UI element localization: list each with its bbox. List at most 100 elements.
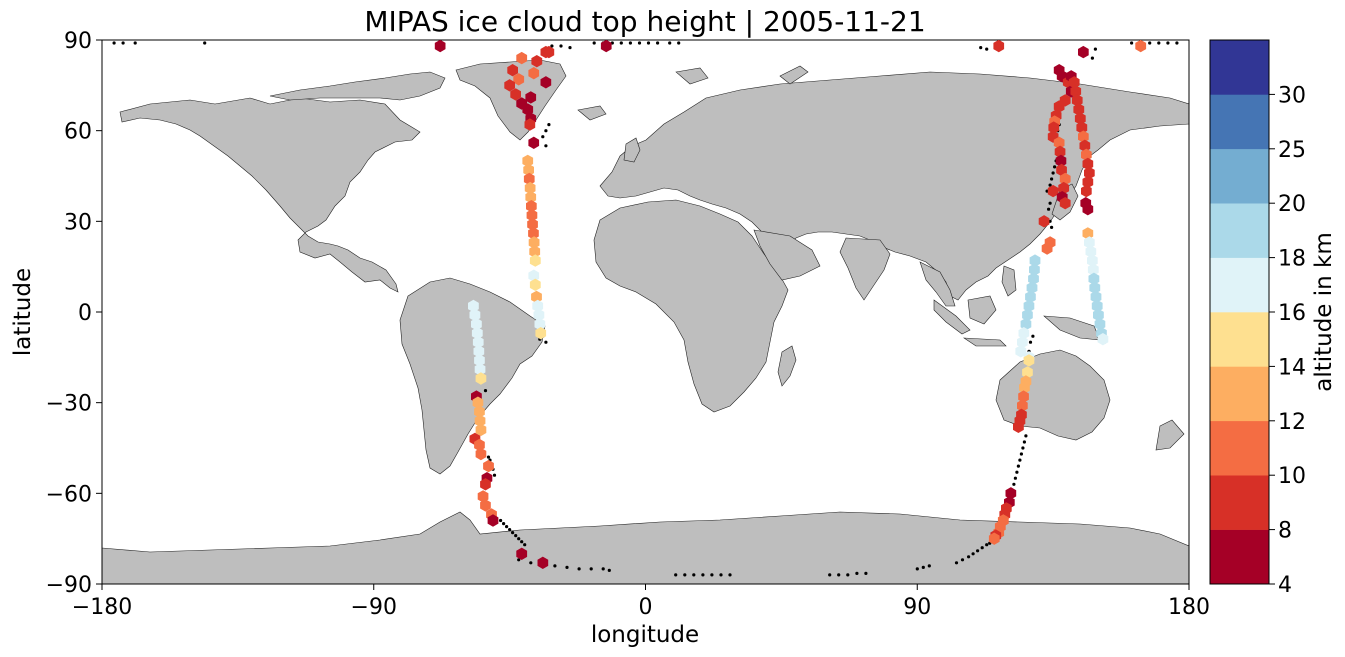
cloud-point-60: [434, 40, 446, 53]
y-tick-label-5: −60: [46, 482, 92, 507]
cloud-point-129: [1084, 166, 1095, 180]
no-cloud-point-94: [1051, 171, 1055, 175]
cloud-point-124: [1076, 121, 1088, 134]
no-cloud-point-16: [1148, 41, 1152, 45]
cloud-point-57: [533, 308, 545, 322]
cloud-point-125: [1078, 130, 1089, 143]
no-cloud-point-20: [550, 44, 554, 48]
cloud-point-139: [1088, 272, 1100, 285]
no-cloud-point-105: [1047, 207, 1051, 211]
cloud-point-31: [513, 73, 525, 86]
cloud-point-4: [472, 336, 484, 349]
no-cloud-point-10: [646, 41, 651, 45]
y-tick-label-2: 30: [64, 210, 92, 235]
cloud-point-90: [1005, 487, 1017, 500]
land-java: [962, 337, 1007, 347]
cloud-point-47: [526, 209, 538, 222]
cloud-point-43: [523, 172, 535, 186]
no-cloud-point-3: [203, 41, 207, 45]
cloud-point-2: [471, 317, 482, 331]
y-tick-label-0: 90: [64, 29, 92, 54]
cloud-point-17: [483, 459, 494, 473]
no-cloud-point-62: [828, 573, 832, 577]
no-cloud-point-34: [486, 455, 491, 459]
colorbar-segment-3: [1210, 366, 1269, 422]
cloud-point-128: [1082, 157, 1094, 171]
no-cloud-point-18: [1166, 41, 1170, 45]
cloud-point-49: [528, 227, 539, 240]
no-cloud-point-74: [976, 549, 980, 553]
no-cloud-point-11: [656, 41, 660, 45]
cloud-point-86: [1017, 399, 1028, 412]
cloud-point-81: [1023, 354, 1035, 367]
cloud-point-65: [1047, 184, 1059, 198]
land-svalbard: [675, 67, 709, 85]
cloud-point-53: [528, 269, 540, 282]
no-cloud-point-66: [864, 571, 868, 576]
colorbar-segment-7: [1210, 148, 1269, 204]
cloud-point-64: [1135, 40, 1147, 53]
no-cloud-point-47: [553, 564, 557, 568]
colorbar-tick-label-2: 10: [1278, 464, 1306, 489]
no-cloud-point-33: [483, 389, 488, 393]
colorbar-tick-label-8: 25: [1278, 138, 1306, 163]
cloud-point-35: [540, 76, 552, 89]
cloud-point-29: [516, 51, 528, 65]
cloud-point-75: [1022, 308, 1033, 322]
colorbar-tick-label-6: 18: [1278, 247, 1306, 272]
land-iceland: [577, 105, 607, 121]
no-cloud-point-17: [1157, 41, 1161, 45]
cloud-point-74: [1023, 299, 1035, 313]
no-cloud-point-41: [508, 528, 512, 532]
no-cloud-point-57: [692, 573, 696, 577]
cloud-point-11: [474, 405, 485, 418]
land-arctic-islands: [269, 71, 446, 101]
cloud-point-46: [526, 200, 537, 213]
x-tick-label-0: −180: [72, 595, 132, 620]
cloud-point-111: [1054, 145, 1066, 158]
cloud-point-137: [1087, 254, 1098, 267]
no-cloud-point-4: [592, 41, 596, 45]
cloud-point-113: [1056, 163, 1067, 177]
cloud-point-122: [1073, 103, 1085, 116]
y-tick-label-4: −30: [46, 392, 92, 417]
cloud-point-0: [468, 299, 479, 313]
cloud-point-27: [524, 118, 536, 131]
colorbar-segment-2: [1210, 420, 1269, 476]
cloud-point-77: [1018, 327, 1030, 340]
cloud-point-33: [510, 88, 521, 101]
land-antarctica: [102, 511, 1189, 584]
no-cloud-point-90: [1031, 334, 1035, 338]
land-eurasia: [599, 71, 1189, 301]
y-axis-label: latitude: [10, 268, 36, 356]
y-axis: 90 60 30 0 −30 −60 −90: [46, 29, 102, 598]
colorbar: 4 8 10 12 14 16 18 20 25 30: [1209, 39, 1306, 598]
no-cloud-point-1: [121, 41, 125, 45]
no-cloud-point-53: [517, 558, 521, 562]
cloud-point-73: [1025, 290, 1036, 304]
cloud-point-13: [475, 423, 487, 437]
colorbar-tick-label-5: 16: [1278, 301, 1306, 326]
no-cloud-point-48: [565, 565, 569, 570]
no-cloud-point-82: [1016, 464, 1021, 468]
x-tick-label-3: 90: [903, 595, 931, 620]
no-cloud-point-19: [1175, 41, 1179, 45]
no-cloud-point-68: [921, 565, 925, 570]
cloud-point-36: [525, 91, 537, 104]
no-cloud-point-65: [855, 571, 859, 576]
cloud-point-21: [480, 499, 491, 512]
cloud-point-134: [1082, 227, 1094, 240]
cloud-point-61: [600, 40, 612, 53]
colorbar-segment-1: [1210, 475, 1269, 530]
cloud-point-7: [474, 363, 486, 376]
cloud-point-71: [1028, 272, 1039, 285]
cloud-point-68: [1041, 242, 1053, 255]
colorbar-segment-9: [1210, 40, 1269, 95]
no-cloud-point-22: [568, 46, 572, 50]
cloud-point-136: [1085, 245, 1097, 258]
no-cloud-point-52: [607, 568, 611, 573]
no-cloud-point-71: [960, 558, 965, 562]
cloud-point-79: [1015, 345, 1027, 358]
no-cloud-point-93: [1050, 177, 1054, 181]
colorbar-segment-6: [1210, 203, 1269, 258]
